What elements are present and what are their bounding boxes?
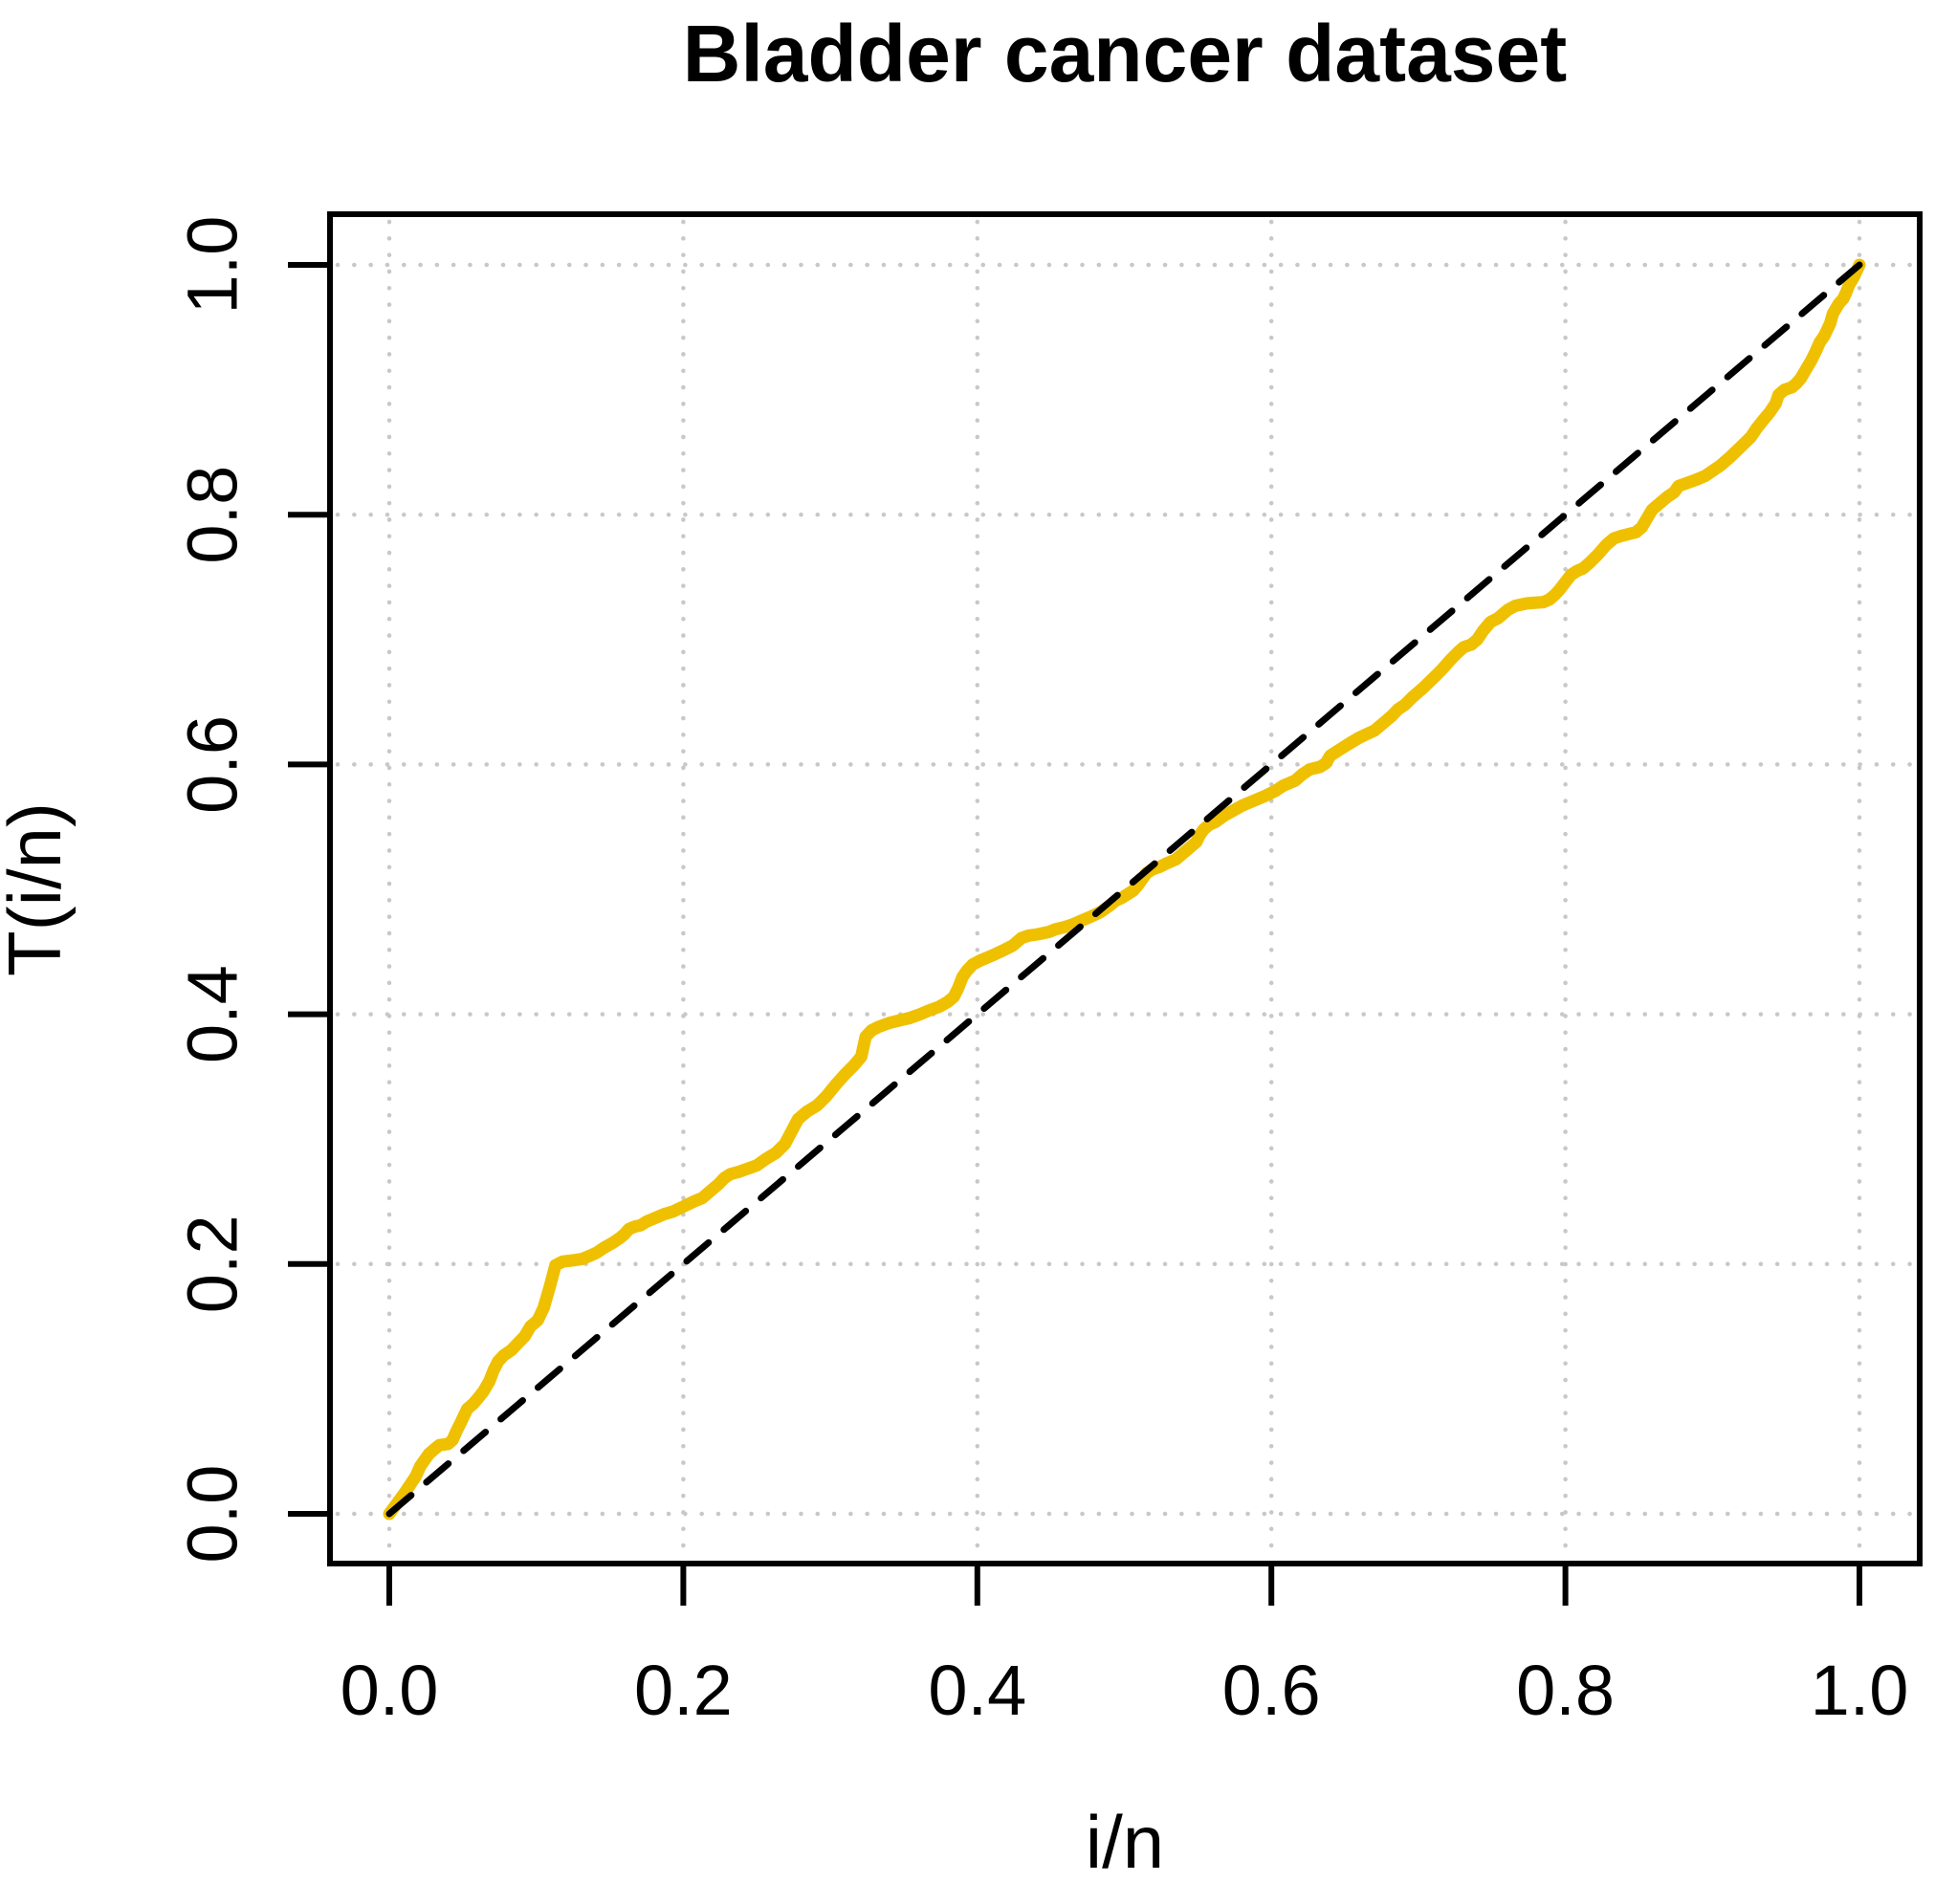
y-tick-label: 1.0 [173, 216, 253, 315]
tick-label-layer: 0.0 0.2 0.4 0.6 0.8 1.0 0.0 0.2 0.4 0.6 0.8 1.0 [173, 216, 1909, 1730]
x-tick-label: 0.6 [1222, 1651, 1321, 1730]
tick-layer [288, 262, 1862, 1606]
plot-border [327, 211, 1923, 1566]
grid-layer [335, 219, 1917, 1561]
y-axis-label: T(i/n) [0, 802, 77, 976]
y-tick-label: 0.0 [173, 1465, 253, 1564]
y-tick-label: 0.4 [173, 965, 253, 1063]
plot-title: Bladder cancer dataset [683, 9, 1567, 98]
x-tick-label: 0.0 [341, 1651, 439, 1730]
x-tick-label: 0.4 [928, 1651, 1026, 1730]
x-axis-label: i/n [1086, 1800, 1164, 1884]
diagonal-reference-line [385, 261, 1863, 1518]
x-tick-label: 1.0 [1811, 1651, 1909, 1730]
y-tick-label: 0.8 [173, 466, 253, 564]
x-tick-label: 0.2 [634, 1651, 733, 1730]
x-tick-label: 0.8 [1516, 1651, 1615, 1730]
y-tick-label: 0.6 [173, 715, 253, 814]
scaled-TTT-curve [383, 258, 1866, 1521]
y-tick-label: 0.2 [173, 1215, 253, 1313]
reference-line-layer [385, 261, 1863, 1518]
series-layer [383, 258, 1866, 1521]
